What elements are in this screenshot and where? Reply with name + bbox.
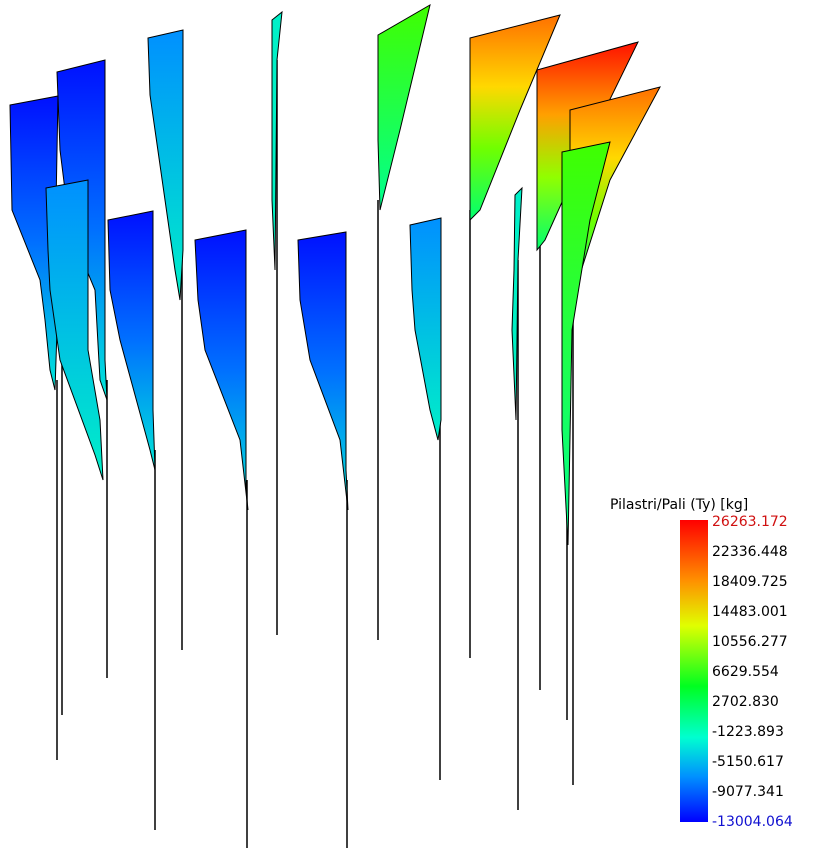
legend-label: 10556.277: [712, 634, 788, 650]
legend-title: Pilastri/Pali (Ty) [kg]: [610, 497, 748, 513]
legend-label: -13004.064: [712, 814, 793, 830]
columns: [10, 5, 660, 848]
legend: Pilastri/Pali (Ty) [kg] 26263.172 22336.4…: [610, 497, 793, 830]
diagram: Pilastri/Pali (Ty) [kg] 26263.172 22336.4…: [0, 0, 829, 852]
legend-label: 18409.725: [712, 574, 788, 590]
page: Pilastri/Pali (Ty) [kg] 26263.172 22336.4…: [0, 0, 829, 852]
legend-label: -1223.893: [712, 724, 784, 740]
column-diagram: [195, 230, 248, 510]
legend-label: 22336.448: [712, 544, 788, 560]
column-diagram: [512, 188, 522, 420]
legend-label: 26263.172: [712, 514, 788, 530]
column-diagram: [298, 232, 348, 510]
legend-label: -9077.341: [712, 784, 784, 800]
legend-label: 2702.830: [712, 694, 779, 710]
legend-label: -5150.617: [712, 754, 784, 770]
column-diagram: [410, 218, 441, 440]
legend-label: 6629.554: [712, 664, 779, 680]
column-diagram: [378, 5, 430, 210]
column-diagram: [108, 211, 155, 470]
color-bar: [680, 520, 708, 822]
legend-label: 14483.001: [712, 604, 788, 620]
